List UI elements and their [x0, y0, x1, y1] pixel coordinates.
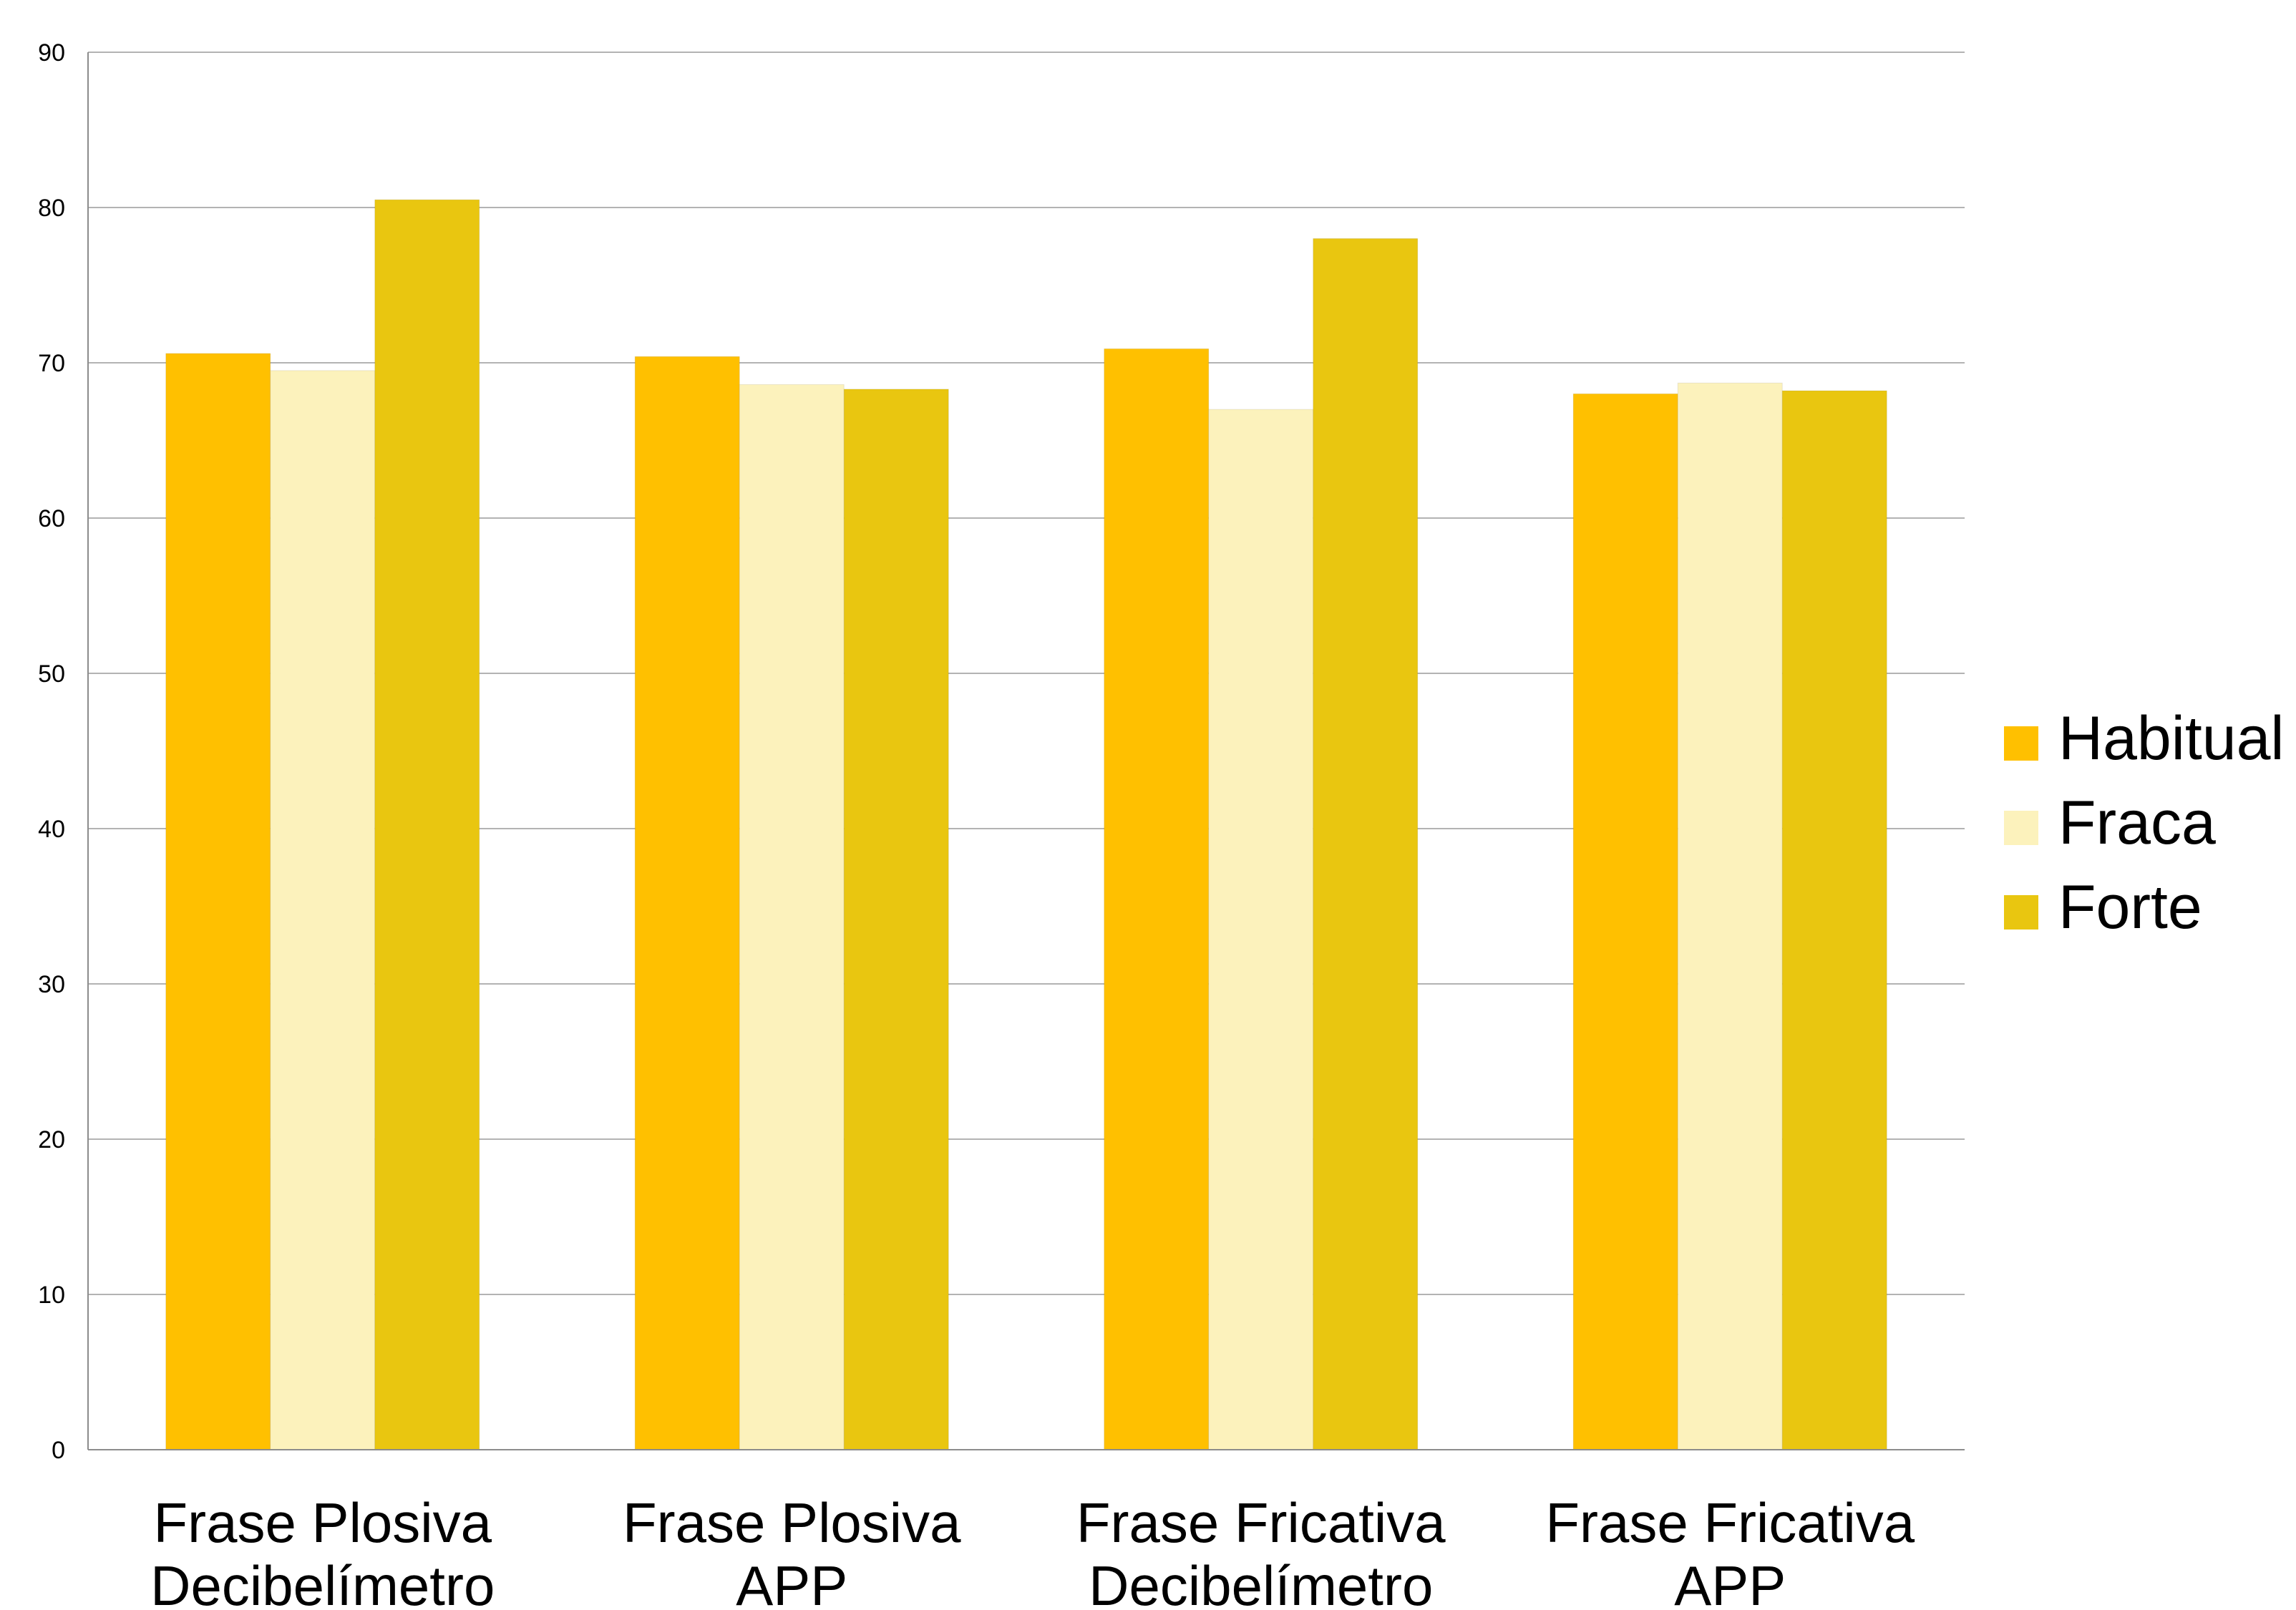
bar-fraca-3 [1208, 409, 1314, 1450]
legend-swatch-fraca [2004, 811, 2038, 845]
y-tick-label: 20 [38, 1126, 65, 1153]
legend: Habitual Fraca Forte [2004, 704, 2285, 942]
x-category-label: Frase Plosiva [623, 1491, 961, 1554]
y-tick-label: 90 [38, 39, 65, 67]
bar-fraca-1 [270, 370, 376, 1450]
bar-fraca-2 [739, 384, 845, 1450]
y-tick-label: 30 [38, 971, 65, 998]
bar-forte-1 [374, 199, 480, 1450]
bar-forte-4 [1781, 390, 1887, 1450]
y-axis-ticks: 0 10 20 30 40 50 60 70 80 90 [38, 39, 65, 1464]
axes [87, 52, 1965, 1450]
legend-label-forte: Forte [2058, 873, 2202, 942]
y-tick-label: 0 [52, 1437, 65, 1464]
bar-habitual-4 [1572, 393, 1678, 1450]
bar-habitual-1 [165, 353, 271, 1450]
legend-swatch-forte [2004, 895, 2038, 930]
y-tick-label: 10 [38, 1282, 65, 1309]
legend-label-fraca: Fraca [2058, 789, 2216, 857]
x-category-label: Frase Fricativa [1076, 1491, 1446, 1554]
legend-label-habitual: Habitual [2058, 704, 2285, 773]
bar-habitual-3 [1104, 348, 1210, 1450]
x-category-label: Decibelímetro [1089, 1554, 1433, 1610]
bar-forte-3 [1313, 238, 1419, 1450]
x-category-label: Decibelímetro [150, 1554, 495, 1610]
x-category-label: Frase Fricativa [1545, 1491, 1915, 1554]
y-tick-label: 40 [38, 816, 65, 843]
y-tick-label: 70 [38, 350, 65, 377]
x-category-label: APP [1674, 1554, 1786, 1610]
y-tick-label: 80 [38, 195, 65, 222]
bar-habitual-2 [634, 356, 740, 1450]
bars [165, 199, 1887, 1450]
bar-fraca-4 [1677, 382, 1783, 1450]
y-tick-label: 50 [38, 660, 65, 688]
x-category-label: APP [736, 1554, 847, 1610]
legend-swatch-habitual [2004, 726, 2038, 761]
y-tick-label: 60 [38, 505, 65, 532]
bar-forte-2 [843, 389, 949, 1450]
x-category-label: Frase Plosiva [154, 1491, 492, 1554]
